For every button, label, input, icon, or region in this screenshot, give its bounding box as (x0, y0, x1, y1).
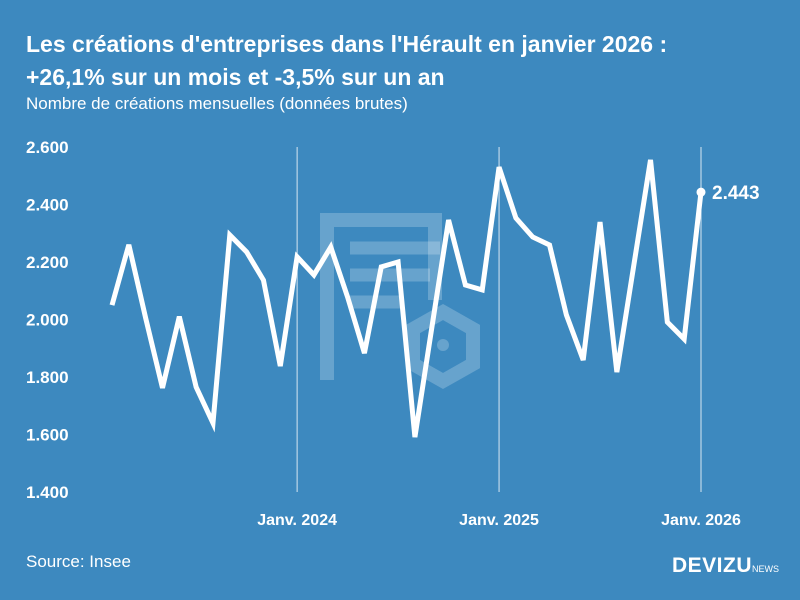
chart-title: Les créations d'entreprises dans l'Hérau… (26, 28, 667, 94)
y-tick-label: 2.400 (26, 196, 69, 215)
x-tick-label: Janv. 2025 (459, 512, 539, 529)
x-tick-label: Janv. 2026 (661, 512, 741, 529)
logo-suffix: NEWS (752, 564, 780, 574)
last-value-label: 2.443 (712, 183, 760, 204)
data-point (696, 187, 706, 197)
y-tick-label: 1.400 (26, 483, 69, 502)
y-tick-label: 2.600 (26, 138, 69, 157)
logo-main: DEVIZU (672, 554, 753, 577)
x-tick-label: Janv. 2024 (257, 512, 337, 529)
chart-subtitle: Nombre de créations mensuelles (données … (26, 94, 408, 113)
source-note: Source: Insee (26, 552, 131, 571)
y-tick-label: 2.000 (26, 311, 69, 330)
y-tick-label: 2.200 (26, 253, 69, 272)
y-tick-label: 1.800 (26, 368, 69, 387)
title-line-1: Les créations d'entreprises dans l'Hérau… (26, 31, 668, 57)
devizu-logo: DEVIZUNEWS (672, 554, 779, 578)
series-line (109, 159, 704, 438)
y-tick-label: 1.600 (26, 426, 69, 445)
title-line-2: +26,1% sur un mois et -3,5% sur un an (26, 64, 445, 90)
